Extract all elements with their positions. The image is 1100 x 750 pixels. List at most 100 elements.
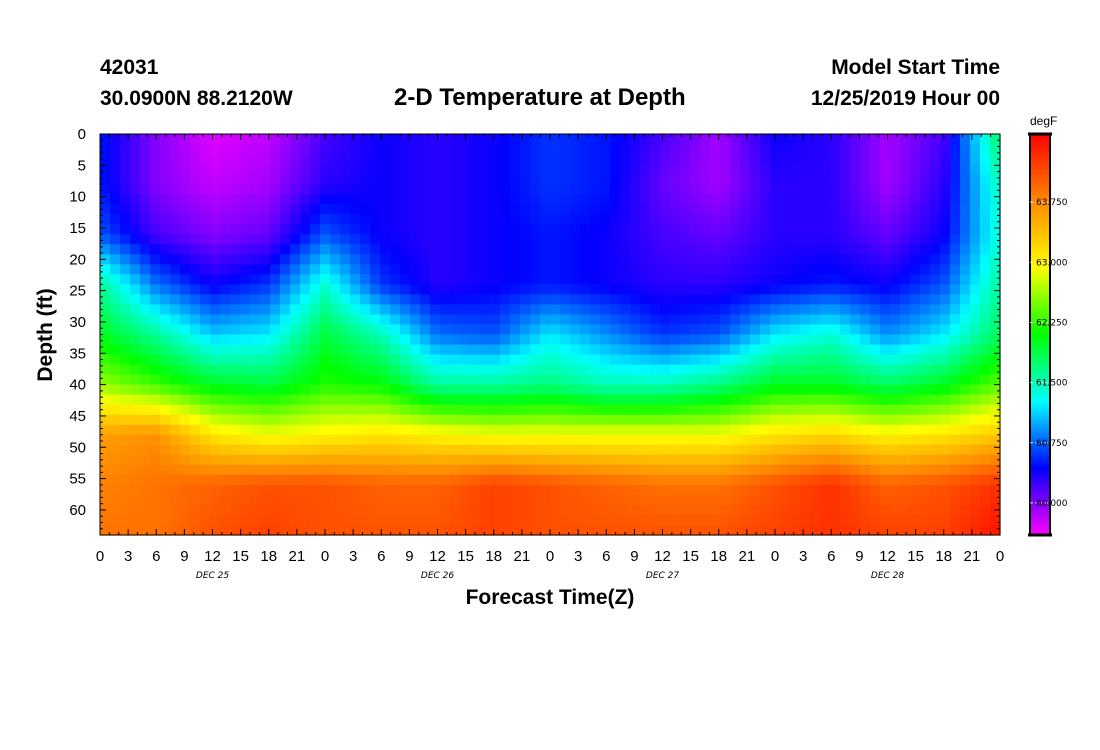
heatmap-cell	[140, 344, 151, 356]
heatmap-cell	[950, 194, 961, 205]
y-tick-label: 35	[69, 345, 86, 362]
heatmap-cell	[190, 284, 201, 296]
heatmap-cell	[410, 414, 421, 426]
heatmap-cell	[790, 174, 801, 185]
heatmap-cell	[110, 264, 121, 275]
heatmap-cell	[230, 284, 241, 296]
heatmap-cell	[430, 204, 441, 215]
heatmap-cell	[790, 184, 801, 195]
heatmap-cell	[520, 404, 531, 416]
heatmap-cell	[640, 204, 651, 215]
heatmap-cell	[800, 144, 811, 155]
heatmap-cell	[670, 494, 681, 506]
heatmap-cell	[120, 314, 131, 326]
heatmap-cell	[100, 244, 111, 255]
heatmap-cell	[800, 194, 811, 205]
heatmap-cell	[510, 364, 521, 376]
heatmap-cell	[780, 254, 791, 265]
heatmap-cell	[200, 264, 211, 275]
heatmap-cell	[180, 494, 191, 506]
heatmap-cell	[330, 164, 341, 175]
heatmap-cell	[830, 224, 841, 235]
heatmap-cell	[380, 264, 391, 275]
heatmap-cell	[850, 354, 861, 366]
heatmap-cell	[600, 244, 611, 255]
heatmap-cell	[520, 424, 531, 436]
heatmap-cell	[310, 304, 321, 316]
heatmap-cell	[920, 314, 931, 326]
heatmap-cell	[840, 374, 851, 386]
heatmap-cell	[350, 334, 361, 346]
heatmap-cell	[580, 284, 591, 296]
heatmap-cell	[830, 174, 841, 185]
heatmap-cell	[800, 474, 811, 486]
heatmap-cell	[370, 334, 381, 346]
heatmap-cell	[840, 504, 851, 516]
heatmap-cell	[720, 364, 731, 376]
heatmap-cell	[540, 454, 551, 466]
heatmap-cell	[270, 434, 281, 446]
heatmap-cell	[280, 194, 291, 205]
heatmap-cell	[650, 134, 661, 145]
heatmap-cell	[250, 144, 261, 155]
heatmap-cell	[310, 514, 321, 526]
heatmap-cell	[620, 324, 631, 336]
heatmap-cell	[690, 294, 701, 306]
heatmap-cell	[370, 174, 381, 185]
heatmap-cell	[540, 234, 551, 245]
heatmap-cell	[310, 224, 321, 235]
heatmap-cell	[960, 504, 971, 516]
heatmap-cell	[800, 244, 811, 255]
heatmap-cell	[910, 164, 921, 175]
heatmap-cell	[910, 234, 921, 245]
heatmap-cell	[570, 494, 581, 506]
heatmap-cell	[650, 224, 661, 235]
heatmap-cell	[230, 184, 241, 195]
heatmap-cell	[480, 444, 491, 456]
heatmap-cell	[390, 294, 401, 306]
heatmap-cell	[180, 374, 191, 386]
heatmap-cell	[950, 184, 961, 195]
heatmap-cell	[460, 344, 471, 356]
heatmap-cell	[380, 144, 391, 155]
heatmap-cell	[790, 354, 801, 366]
heatmap-cell	[810, 344, 821, 356]
heatmap-cell	[830, 314, 841, 326]
heatmap-cell	[290, 454, 301, 466]
heatmap-cell	[430, 464, 441, 476]
heatmap-cell	[200, 414, 211, 426]
heatmap-cell	[460, 514, 471, 526]
heatmap-cell	[790, 164, 801, 175]
heatmap-cell	[180, 144, 191, 155]
heatmap-cell	[850, 274, 861, 285]
heatmap-cell	[760, 334, 771, 346]
heatmap-cell	[390, 434, 401, 446]
heatmap-cell	[870, 414, 881, 426]
heatmap-cell	[780, 464, 791, 476]
heatmap-cell	[680, 184, 691, 195]
heatmap-cell	[860, 164, 871, 175]
heatmap-cell	[210, 244, 221, 255]
heatmap-cell	[820, 344, 831, 356]
heatmap-cell	[370, 304, 381, 316]
colorbar-tick-label: 60.000	[1036, 499, 1068, 509]
heatmap-cell	[750, 474, 761, 486]
heatmap-cell	[190, 504, 201, 516]
heatmap-cell	[500, 494, 511, 506]
heatmap-cell	[510, 304, 521, 316]
heatmap-cell	[950, 434, 961, 446]
heatmap-cell	[140, 434, 151, 446]
heatmap-cell	[580, 144, 591, 155]
heatmap-cell	[920, 424, 931, 436]
heatmap-cell	[290, 214, 301, 225]
heatmap-cell	[870, 174, 881, 185]
heatmap-cell	[400, 214, 411, 225]
heatmap-cell	[270, 304, 281, 316]
heatmap-cell	[600, 254, 611, 265]
heatmap-cell	[980, 204, 991, 215]
heatmap-cell	[840, 434, 851, 446]
heatmap-cell	[390, 364, 401, 376]
heatmap-cell	[280, 374, 291, 386]
heatmap-cell	[860, 444, 871, 456]
heatmap-cell	[560, 244, 571, 255]
